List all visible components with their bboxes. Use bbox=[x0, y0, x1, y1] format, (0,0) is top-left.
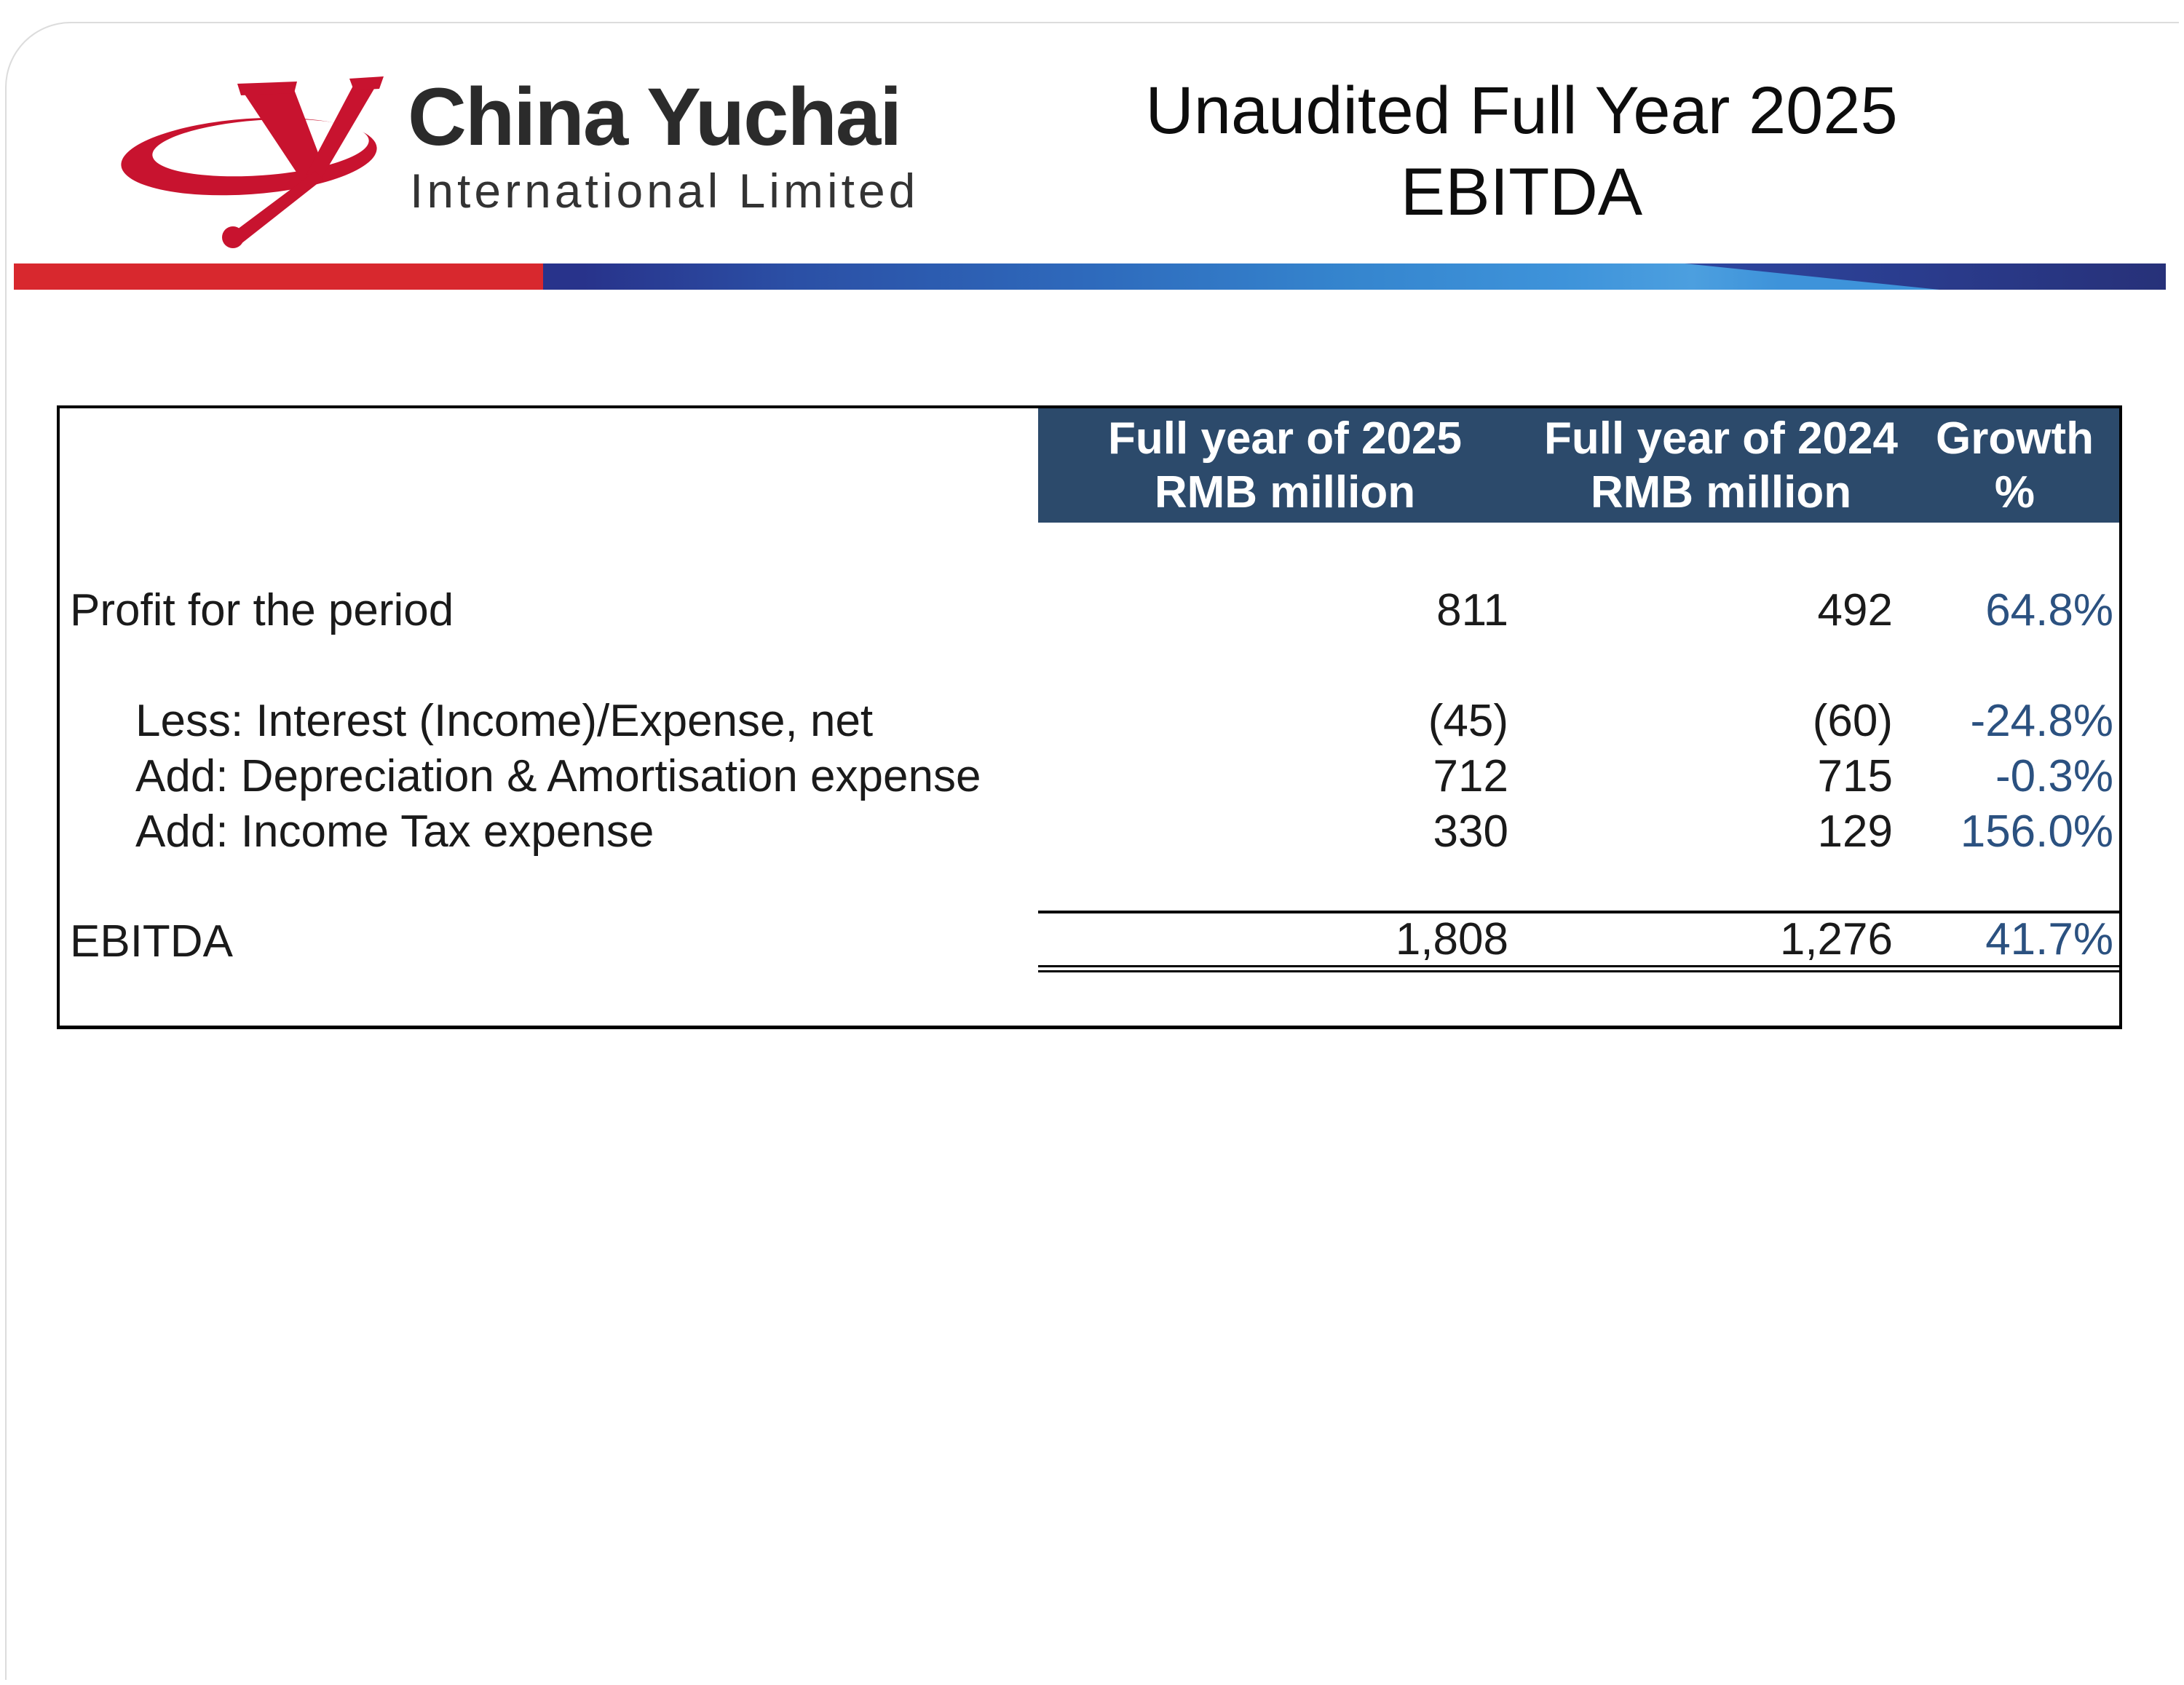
table-header-growth-line2: % bbox=[1994, 467, 2035, 518]
row-profit-2024: 492 bbox=[1817, 584, 1893, 635]
company-logo-icon bbox=[121, 76, 384, 248]
accent-bar bbox=[14, 263, 2166, 290]
table-spacer bbox=[60, 523, 2119, 577]
table-header-2024-line2: RMB million bbox=[1590, 467, 1852, 518]
slide-title-line2: EBITDA bbox=[1400, 155, 1643, 229]
company-subtitle: International Limited bbox=[410, 164, 919, 218]
row-interest-label: Less: Interest (Income)/Expense, net bbox=[135, 695, 874, 746]
table-spacer bbox=[60, 643, 2119, 693]
row-depreciation-growth: -0.3% bbox=[1995, 750, 2113, 801]
row-depreciation-label: Add: Depreciation & Amortisation expense bbox=[135, 750, 981, 801]
slide-title: Unaudited Full Year 2025 EBITDA bbox=[1132, 70, 1911, 233]
row-profit-label: Profit for the period bbox=[70, 584, 454, 635]
row-ebitda-2024: 1,276 bbox=[1532, 911, 1910, 972]
table-spacer bbox=[60, 972, 2119, 1026]
row-interest-2024: (60) bbox=[1812, 695, 1893, 746]
row-depreciation-2025: 712 bbox=[1433, 750, 1508, 801]
row-profit-2025: 811 bbox=[1436, 584, 1508, 635]
logo-y-tail-dot bbox=[222, 226, 244, 248]
row-ebitda-label: EBITDA bbox=[70, 916, 233, 967]
table-header-growth-line1: Growth bbox=[1936, 413, 2094, 464]
table-header-2025-line1: Full year of 2025 bbox=[1108, 413, 1462, 464]
row-depreciation-2024: 715 bbox=[1817, 750, 1893, 801]
row-interest-growth: -24.8% bbox=[1970, 695, 2113, 746]
row-interest-2025: (45) bbox=[1428, 695, 1508, 746]
row-incometax-label: Add: Income Tax expense bbox=[135, 806, 654, 857]
company-name: China Yuchai bbox=[408, 71, 902, 162]
table-header-2025: Full year of 2025 RMB million bbox=[1038, 408, 1532, 523]
row-ebitda-growth: 41.7% bbox=[1910, 911, 2119, 972]
table-header-2024-line1: Full year of 2024 bbox=[1544, 413, 1898, 464]
row-incometax-2025: 330 bbox=[1433, 806, 1508, 857]
table-header-empty bbox=[60, 408, 1038, 523]
row-profit-growth: 64.8% bbox=[1985, 584, 2113, 635]
row-ebitda-2025: 1,808 bbox=[1038, 911, 1532, 972]
table-header-2024: Full year of 2024 RMB million bbox=[1532, 408, 1910, 523]
slide-title-line1: Unaudited Full Year 2025 bbox=[1145, 74, 1898, 148]
logo-y-glyph bbox=[222, 76, 384, 248]
row-incometax-2024: 129 bbox=[1817, 806, 1893, 857]
table-header-2025-line2: RMB million bbox=[1154, 467, 1416, 518]
table-header-growth: Growth % bbox=[1910, 408, 2119, 523]
row-incometax-growth: 156.0% bbox=[1960, 806, 2113, 857]
table-spacer bbox=[60, 859, 2119, 911]
ebitda-table: Full year of 2025 RMB million Full year … bbox=[57, 405, 2122, 1029]
accent-bar-wedge bbox=[1685, 263, 2166, 290]
